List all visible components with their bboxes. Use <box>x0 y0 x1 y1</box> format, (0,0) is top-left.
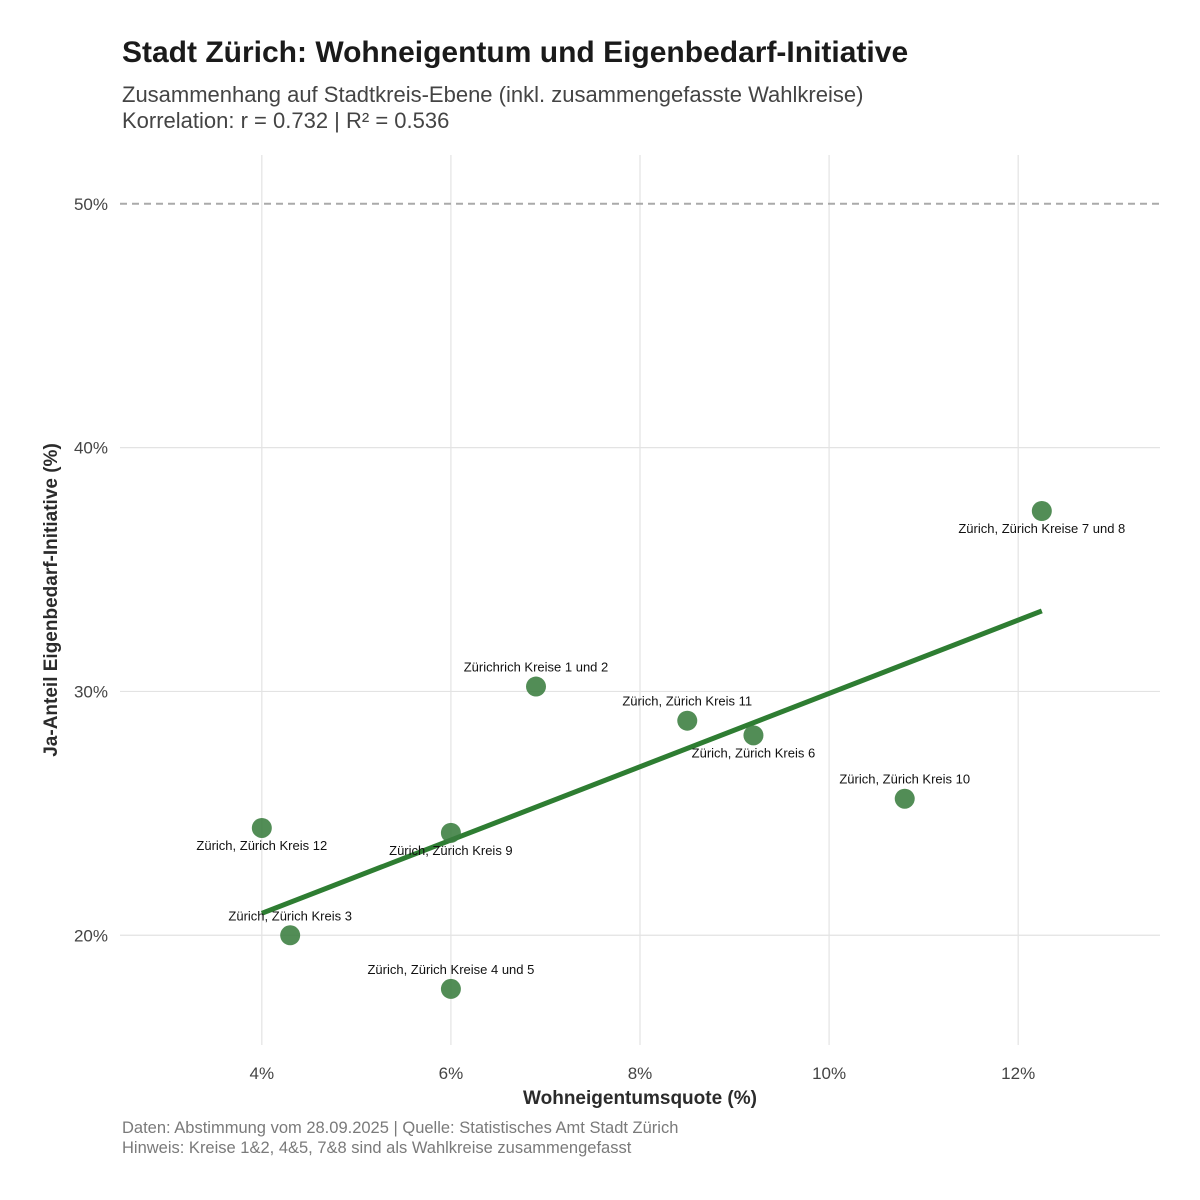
data-point <box>1031 501 1052 521</box>
grid-layer <box>120 155 1160 1045</box>
data-point-label: Zürich, Zürich Kreis 10 <box>839 772 970 787</box>
chart-subtitle: Zusammenhang auf Stadtkreis-Ebene (inkl.… <box>122 82 863 134</box>
data-point-label: Zürich, Zürich Kreis 12 <box>196 838 327 853</box>
chart-title: Stadt Zürich: Wohneigentum und Eigenbeda… <box>122 36 909 69</box>
data-point <box>677 710 698 731</box>
data-point-label: Zürich, Zürich Kreis 6 <box>692 745 816 760</box>
y-tick-label: 40% <box>74 439 108 458</box>
tick-layer: 4% 6% 8% 10% 12% 20% 30% 40% 50% <box>74 195 1035 1083</box>
y-tick-label: 30% <box>74 682 108 701</box>
trend-line <box>260 608 1043 916</box>
caption-note: Hinweis: Kreise 1&2, 4&5, 7&8 sind als W… <box>122 1139 632 1157</box>
x-tick-label: 10% <box>812 1064 846 1083</box>
x-tick-label: 6% <box>439 1064 464 1083</box>
data-point-label: Zürich, Zürich Kreise 7 und 8 <box>958 521 1125 536</box>
point-label-layer: Zürich, Zürich Kreise 7 und 8 Zürichrich … <box>196 521 1125 977</box>
x-tick-label: 4% <box>250 1064 275 1083</box>
data-point-label: Zürich, Zürich Kreis 3 <box>228 908 352 923</box>
subtitle-line-2: Korrelation: r = 0.732 | R² = 0.536 <box>122 108 450 133</box>
caption-source: Daten: Abstimmung vom 28.09.2025 | Quell… <box>122 1119 679 1137</box>
data-point <box>440 978 461 999</box>
y-tick-label: 50% <box>74 195 108 214</box>
data-point <box>251 817 272 838</box>
data-point <box>894 788 915 809</box>
y-tick-label: 20% <box>74 926 108 945</box>
x-tick-label: 8% <box>628 1064 653 1083</box>
point-layer <box>251 501 1052 999</box>
data-point-label: Zürich, Zürich Kreis 11 <box>622 694 752 709</box>
data-point <box>743 725 764 746</box>
trend-layer <box>260 608 1043 916</box>
y-axis-title: Ja-Anteil Eigenbedarf-Initiative (%) <box>41 443 62 757</box>
subtitle-line-1: Zusammenhang auf Stadtkreis-Ebene (inkl.… <box>122 82 864 107</box>
x-tick-label: 12% <box>1001 1064 1035 1083</box>
data-point <box>526 676 546 697</box>
data-point-label: Zürichrich Kreise 1 und 2 <box>464 660 609 675</box>
data-point <box>440 822 461 843</box>
data-point <box>280 925 301 946</box>
chart-caption: Daten: Abstimmung vom 28.09.2025 | Quell… <box>122 1118 678 1158</box>
x-axis-title: Wohneigentumsquote (%) <box>523 1088 757 1109</box>
data-point-label: Zürich, Zürich Kreise 4 und 5 <box>367 962 534 977</box>
data-point-label: Zürich, Zürich Kreis 9 <box>389 843 513 858</box>
